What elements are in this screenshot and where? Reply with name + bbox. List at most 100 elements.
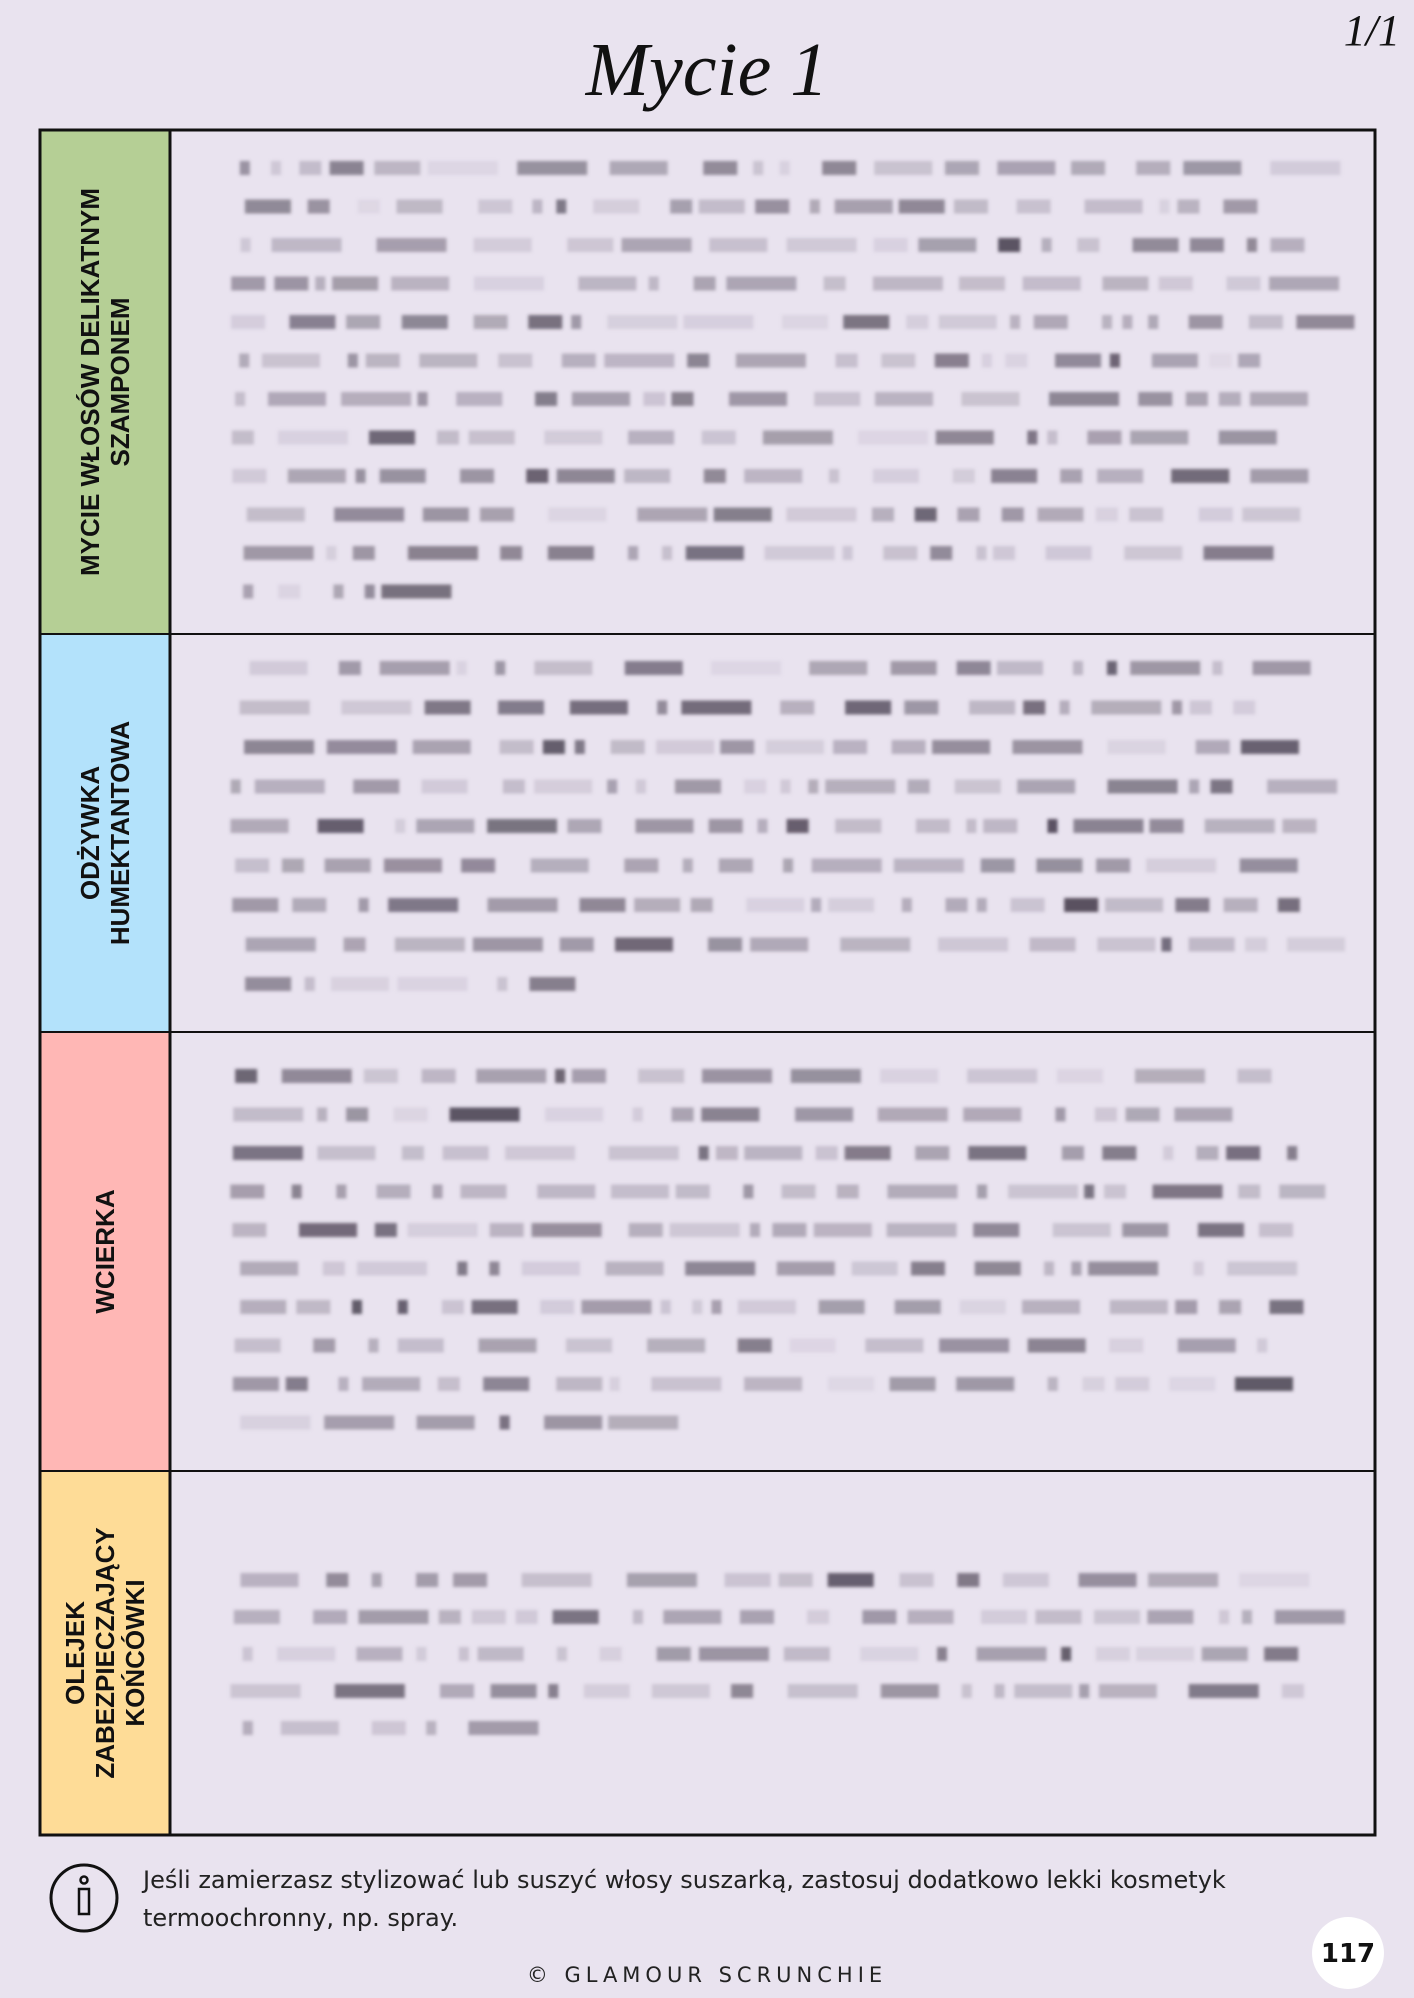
blurred-word [944,161,979,175]
note-line: Jeśli zamierzasz stylizować lub suszyć w… [141,1866,1226,1894]
blurred-word [571,315,582,329]
blurred-word [1049,392,1120,406]
blurred-word [651,1377,722,1391]
blurred-word [836,1184,859,1199]
blurred-word [424,700,471,715]
blurred-word [753,161,764,175]
blurred-word [363,1069,398,1083]
blurred-word [662,546,673,560]
blurred-word [1197,1223,1244,1237]
blurred-word [1061,1647,1072,1661]
blurred-word [624,858,659,873]
blurred-word [976,898,987,912]
blurred-word [1177,1338,1236,1353]
blurred-word [945,898,968,912]
blurred-word [1282,819,1317,833]
blurred-word [961,392,1020,406]
blurred-word [583,1684,630,1698]
blurred-word [346,315,381,329]
blurred-word [473,276,544,291]
blurred-word [959,1300,1006,1314]
info-icon-dot [79,1875,89,1885]
blurred-word [556,469,615,483]
blurred-word [1098,1684,1157,1698]
blurred-word [322,1261,345,1276]
blurred-word [1219,1610,1230,1624]
blurred-word [1097,469,1144,483]
blurred-text [230,1069,1326,1430]
row-label-line: ZABEZPIECZAJĄCY [90,1527,120,1778]
blurred-word [1132,238,1179,252]
blurred-word [994,1684,1005,1698]
blurred-word [458,1647,469,1661]
blurred-word [535,392,558,406]
blurred-word [1012,740,1083,754]
blurred-word [521,1573,592,1587]
blurred-text [230,661,1345,991]
row-label-cell [40,634,170,1032]
blurred-word [961,1684,972,1698]
blurred-word [232,1146,303,1160]
blurred-word [687,353,710,368]
blurred-word [299,161,322,175]
blurred-word [1064,898,1099,912]
blurred-word [708,819,743,833]
blurred-word [287,469,346,483]
blurred-word [893,858,964,873]
blurred-word [526,469,549,483]
blurred-word [889,1377,936,1391]
blurred-word [604,353,675,368]
blurred-word [981,353,992,368]
blurred-word [356,1647,403,1661]
blurred-word [726,276,797,291]
blurred-word [818,1300,865,1314]
row-label: OLEJEKZABEZPIECZAJĄCYKOŃCÓWKI [60,1527,150,1778]
blurred-word [326,546,337,560]
blurred-word [809,661,868,675]
blurred-word [744,779,767,794]
blurred-word [1258,1223,1293,1237]
blurred-word [1146,858,1217,873]
blurred-word [1047,1377,1058,1391]
blurred-word [552,1610,599,1624]
blurred-word [267,392,326,406]
blurred-word [1107,779,1178,794]
blurred-word [1226,1146,1261,1160]
blurred-word [703,469,726,483]
blurred-word [231,430,254,445]
blurred-word [1149,819,1184,833]
blurred-word [561,353,596,368]
blurred-word [874,161,933,175]
blurred-word [456,392,503,406]
blurred-word [1169,1377,1216,1391]
blurred-word [1102,315,1113,329]
blurred-word [1022,1300,1081,1314]
blurred-word [487,898,558,912]
blurred-word [528,315,563,329]
blurred-word [762,430,833,445]
blurred-word [243,546,314,560]
blurred-word [358,1610,429,1624]
blurred-word [249,661,308,675]
table-border [38,128,1377,1837]
blurred-word [783,1647,830,1661]
blurred-word [744,1377,803,1391]
blurred-word [609,161,668,175]
blurred-word [230,819,289,833]
blurred-word [610,740,645,754]
blurred-word [313,1338,336,1353]
blurred-word [635,819,694,833]
blurred-word [1045,546,1092,560]
blurred-word [1084,199,1143,214]
blurred-word [534,779,593,794]
blurred-word [1242,507,1301,522]
blurred-word [235,1069,258,1083]
blurred-word [456,661,467,675]
blurred-word [1147,1610,1194,1624]
blurred-word [1249,392,1308,406]
blurred-word [374,1223,397,1237]
blurred-word [860,1647,919,1661]
blurred-word [786,819,809,833]
blurred-word [963,1107,1022,1122]
blurred-word [317,1146,376,1160]
